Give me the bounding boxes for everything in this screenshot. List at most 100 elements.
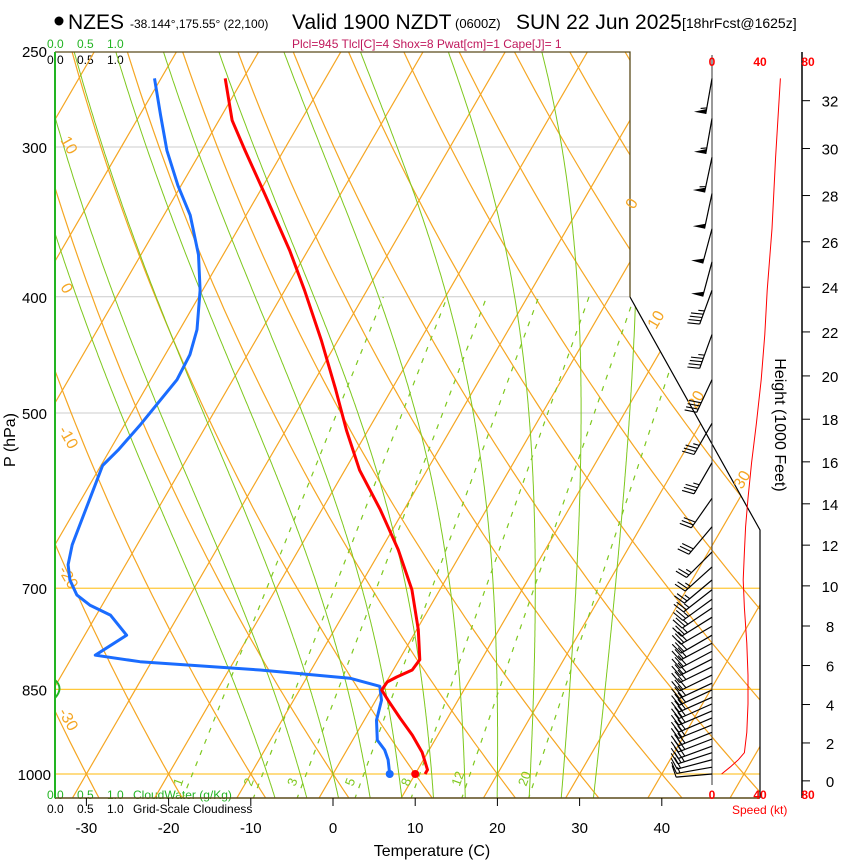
- isotherm-line: [482, 52, 760, 798]
- barb-feather: [674, 713, 683, 724]
- barb-staff: [680, 625, 713, 645]
- dry-adiabat-label: 0: [57, 281, 76, 297]
- barb-feather: [674, 706, 683, 718]
- cloudiness-tick: 1.0: [107, 53, 124, 67]
- barb-feather: [671, 761, 678, 774]
- barb-half-feather: [683, 611, 689, 617]
- isotherm-line: [646, 52, 760, 798]
- wind-barb: [677, 526, 713, 555]
- barb-feather: [672, 627, 682, 637]
- height-tick-label: 12: [822, 538, 839, 555]
- barb-staff: [677, 759, 713, 770]
- wind-barb: [671, 696, 713, 713]
- barb-staff: [681, 616, 713, 637]
- barb-staff: [679, 689, 713, 706]
- isotherm-label: 20: [685, 388, 709, 412]
- dry-adiabat-line: [55, 52, 271, 798]
- barb-staff: [679, 682, 713, 699]
- barb-feather: [675, 625, 685, 635]
- barb-pennant: [693, 108, 707, 114]
- barb-half-feather: [682, 619, 689, 625]
- height-tick-label: 2: [826, 736, 834, 753]
- barb-feather: [674, 642, 685, 652]
- barb-feather: [679, 522, 692, 529]
- height-tick-label: 26: [822, 235, 839, 252]
- barb-half-feather: [685, 582, 691, 587]
- dry-adiabat-line: [229, 52, 688, 798]
- wind-barb: [671, 642, 713, 661]
- barb-feather: [671, 658, 681, 669]
- isotherm-line: [235, 52, 683, 798]
- barb-feather: [687, 403, 700, 407]
- barb-staff: [705, 118, 713, 154]
- barb-staff: [676, 773, 713, 778]
- barb-feather: [671, 650, 681, 661]
- wind-barb: [692, 157, 713, 193]
- mixing-ratio-line: [181, 296, 384, 798]
- barb-staff: [678, 717, 713, 733]
- x-tick-label: 0: [329, 820, 337, 837]
- barb-feather: [685, 483, 698, 489]
- barb-feather: [677, 631, 688, 642]
- barb-feather: [674, 686, 683, 698]
- cloudiness-tick: 0.5: [77, 53, 94, 67]
- barb-feather: [671, 701, 680, 713]
- moist-adiabat-line: [160, 52, 403, 798]
- barb-staff: [677, 745, 713, 760]
- barb-feather: [677, 698, 686, 710]
- cloudiness-tick: 0.0: [47, 802, 64, 816]
- isotherm-line: [399, 52, 760, 798]
- temperature-profile: [223, 78, 429, 775]
- barb-staff: [699, 334, 713, 369]
- wind-barb: [670, 710, 713, 726]
- wind-barb: [693, 118, 713, 154]
- dewpoint-profile: [66, 78, 392, 775]
- valid-date: SUN 22 Jun 2025: [516, 11, 682, 34]
- barb-feather: [681, 450, 695, 456]
- barb-feather: [681, 520, 694, 526]
- wind-barb: [671, 650, 713, 669]
- wind-speed-profile: [721, 78, 781, 775]
- surface-dewpoint-point: [385, 770, 394, 778]
- height-tick-label: 24: [822, 280, 839, 297]
- barb-staff: [690, 497, 713, 529]
- barb-feather: [685, 444, 698, 449]
- mixing-ratio-label: 1: [170, 776, 187, 788]
- cloudiness-label: Grid-Scale Cloudiness: [133, 802, 252, 816]
- barb-feather: [674, 746, 682, 758]
- wind-barb: [671, 634, 713, 654]
- x-tick-label: 10: [407, 820, 424, 837]
- pressure-tick-label: 1000: [18, 767, 51, 784]
- height-axis-label: Height (1000 Feet): [771, 358, 788, 491]
- barb-staff: [693, 423, 713, 455]
- barb-feather: [677, 745, 686, 757]
- barb-feather: [675, 617, 686, 627]
- barb-feather: [671, 695, 680, 706]
- barb-feather: [688, 399, 702, 404]
- barb-staff: [703, 193, 713, 229]
- barb-feather: [677, 655, 687, 666]
- mixing-ratio-line: [296, 296, 488, 798]
- barb-staff: [684, 579, 713, 604]
- barb-feather: [674, 664, 684, 675]
- x-tick-label: -30: [76, 820, 98, 837]
- barb-staff: [678, 710, 713, 726]
- wind-barb: [674, 579, 713, 604]
- barb-staff: [703, 157, 713, 193]
- barb-half-feather: [676, 766, 681, 774]
- barb-feather: [671, 708, 680, 719]
- wind-barb: [687, 334, 713, 369]
- dry-adiabat-line: [175, 52, 605, 798]
- barb-feather: [688, 363, 701, 366]
- barb-feather: [687, 366, 700, 369]
- isotherm-line: [564, 52, 760, 798]
- wind-barb: [672, 607, 713, 629]
- height-tick-label: 8: [826, 619, 834, 636]
- barb-feather: [673, 612, 684, 621]
- barb-staff: [682, 598, 713, 621]
- barb-feather: [674, 757, 682, 769]
- isotherm-line: [55, 52, 354, 798]
- height-tick-label: 20: [822, 369, 839, 386]
- barb-feather: [672, 619, 683, 629]
